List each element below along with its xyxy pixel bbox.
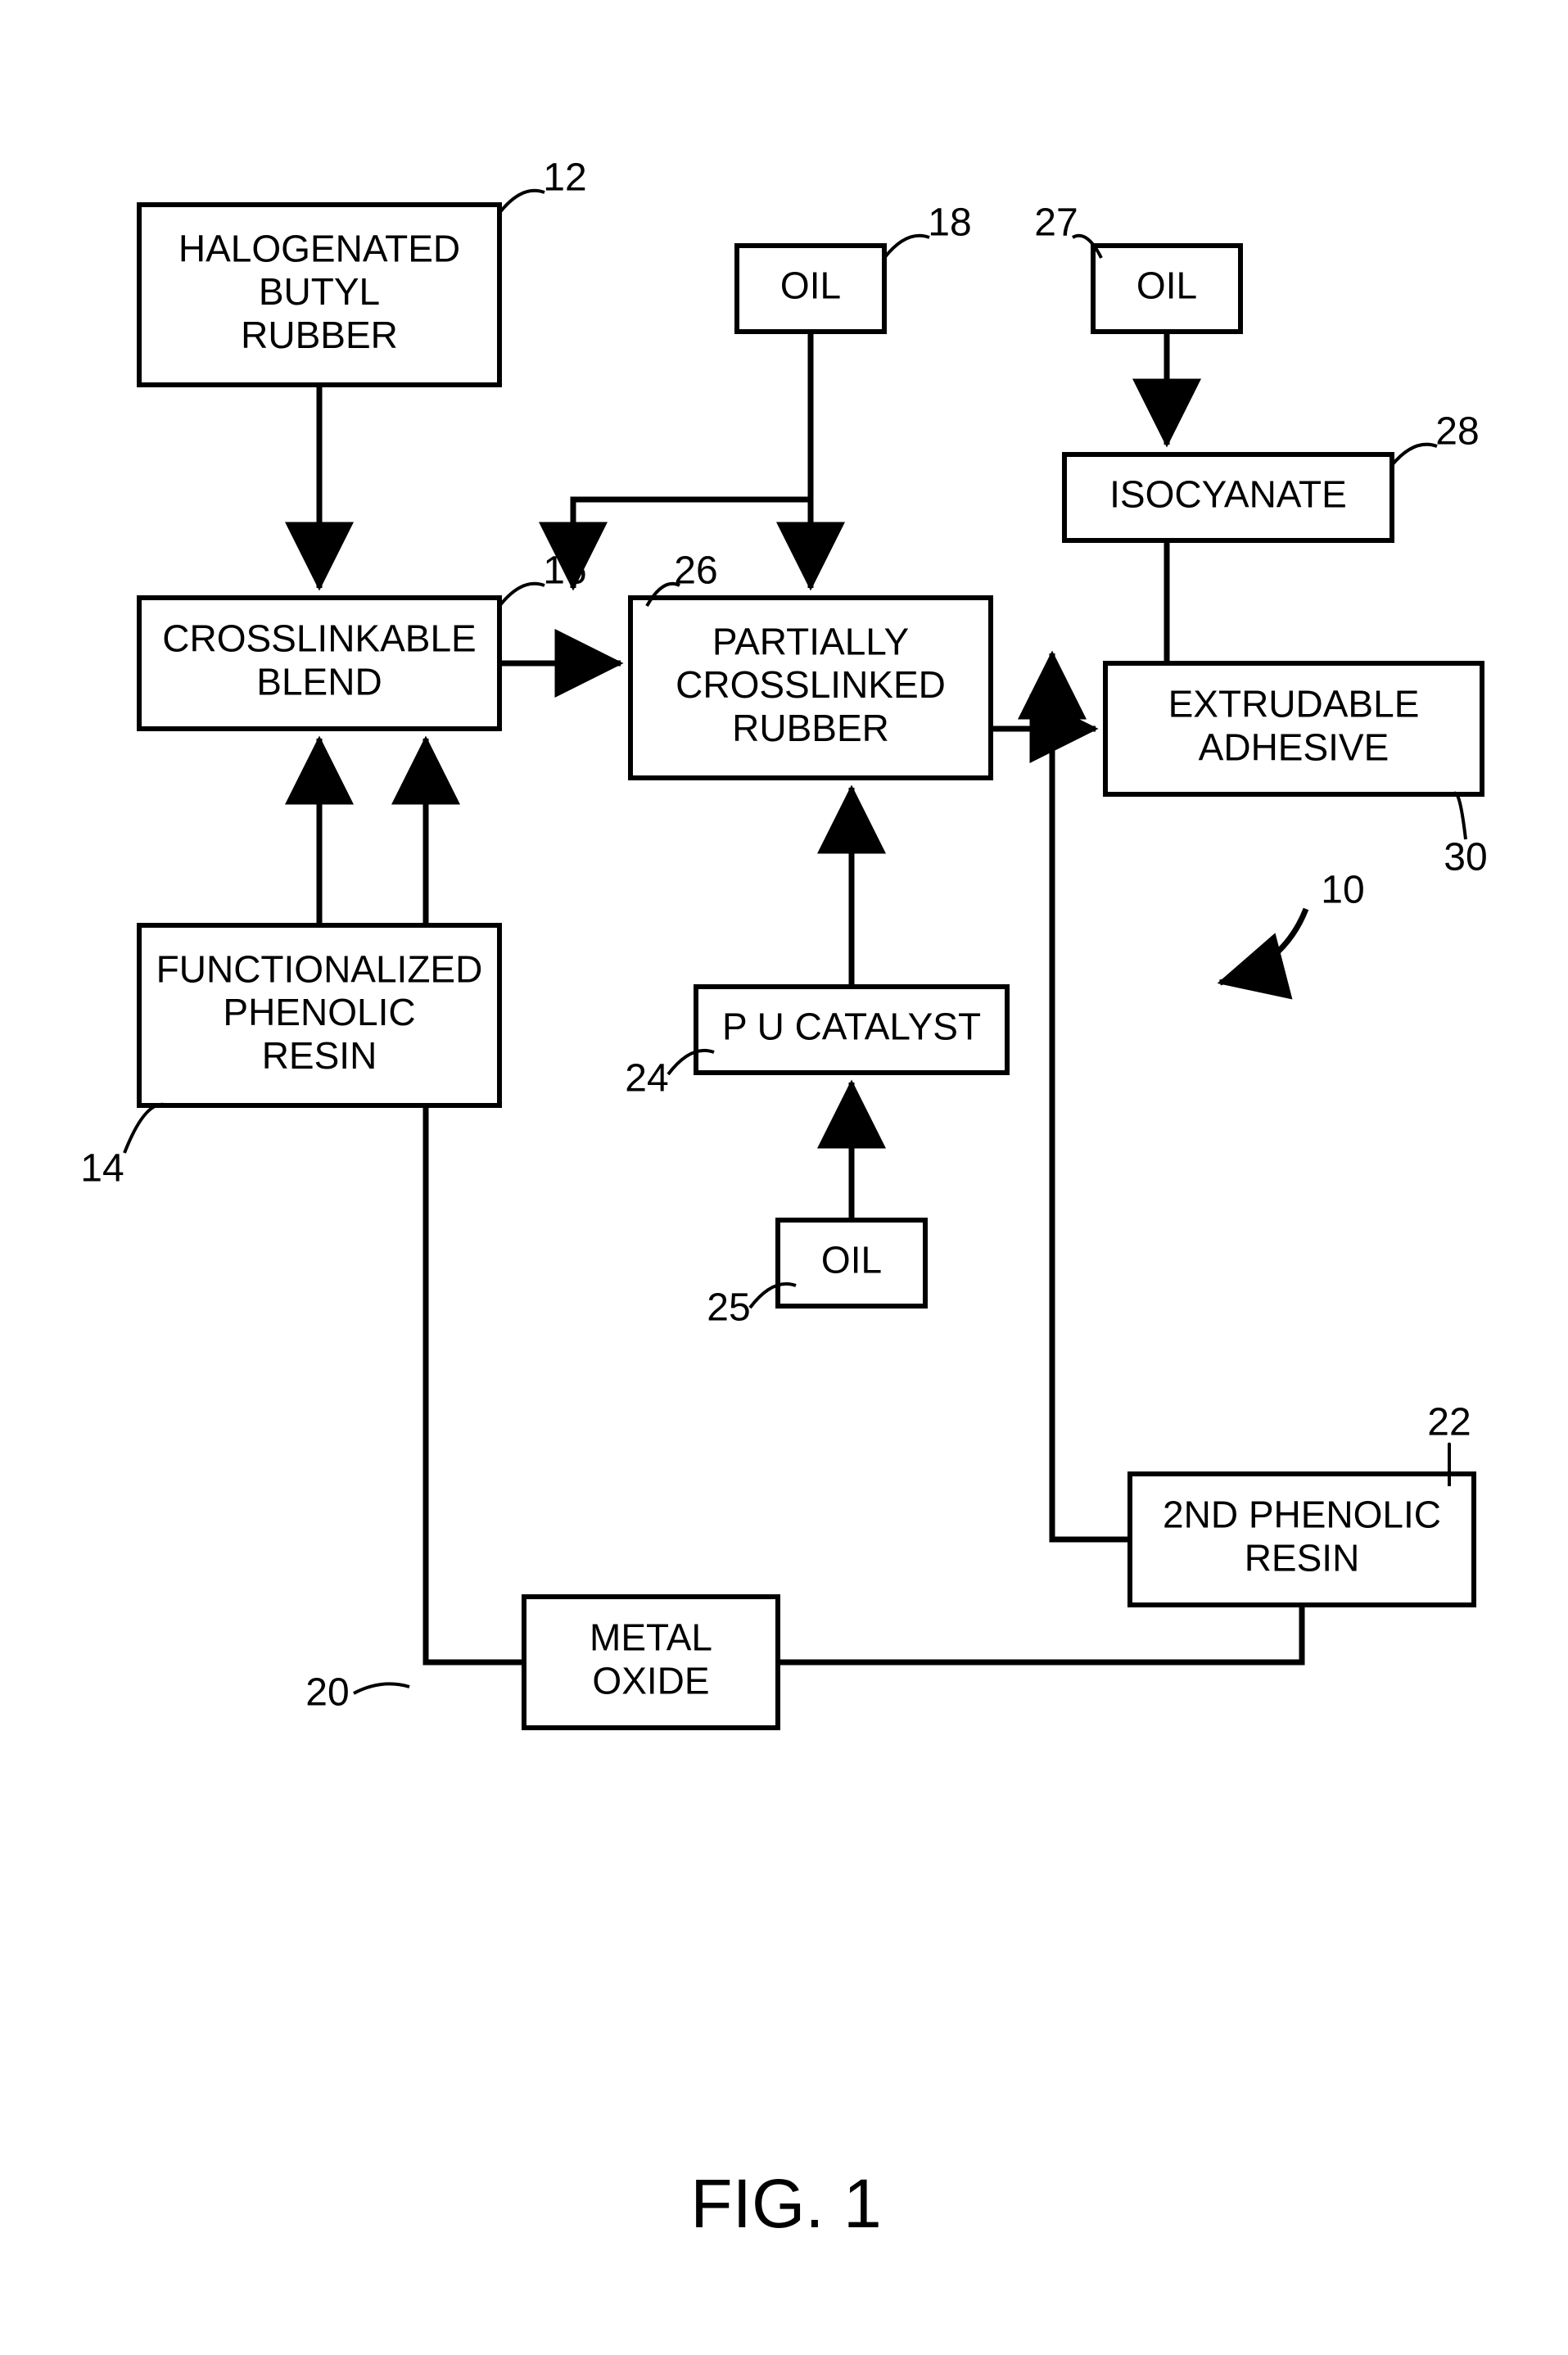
node-label-n28: ISOCYANATE	[1109, 473, 1347, 516]
node-n14: FUNCTIONALIZEDPHENOLICRESIN	[139, 925, 499, 1105]
connector-e26-30via22	[1052, 729, 1130, 1539]
node-n30: EXTRUDABLEADHESIVE	[1105, 663, 1482, 794]
ref-number-n24: 24	[625, 1057, 668, 1101]
node-label-n16: CROSSLINKABLE	[162, 617, 476, 660]
node-label-n18: OIL	[780, 264, 841, 307]
figure-caption: FIG. 1	[690, 2165, 881, 2242]
node-label-n30: EXTRUDABLE	[1168, 683, 1420, 725]
node-n26: PARTIALLYCROSSLINKEDRUBBER	[630, 598, 991, 778]
node-label-n26: RUBBER	[732, 707, 889, 749]
connector-e22-20	[778, 1605, 1302, 1662]
node-label-n16: BLEND	[256, 661, 382, 703]
node-n24: P U CATALYST	[696, 987, 1007, 1073]
node-label-n12: BUTYL	[259, 270, 380, 313]
node-label-n14: PHENOLIC	[223, 991, 415, 1033]
ref-number-n22: 22	[1427, 1401, 1471, 1444]
node-label-n27: OIL	[1136, 264, 1197, 307]
leader-n14	[124, 1105, 168, 1153]
leader-n16	[499, 584, 545, 606]
node-n25: OIL	[778, 1220, 925, 1306]
node-label-n26: PARTIALLY	[712, 620, 909, 662]
ref-number-10: 10	[1321, 869, 1364, 912]
node-n20: METALOXIDE	[524, 1597, 778, 1728]
node-n22: 2ND PHENOLICRESIN	[1130, 1474, 1474, 1605]
leader-ref10	[1220, 909, 1306, 983]
leader-n28	[1392, 445, 1437, 465]
ref-number-n28: 28	[1435, 410, 1479, 454]
leader-n18	[884, 236, 929, 258]
node-label-n20: METAL	[590, 1616, 712, 1659]
node-label-n14: RESIN	[262, 1034, 377, 1077]
node-label-n22: RESIN	[1245, 1537, 1360, 1580]
process-flow-diagram: HALOGENATEDBUTYLRUBBERCROSSLINKABLEBLEND…	[0, 0, 1568, 2355]
leader-n30	[1453, 793, 1466, 839]
ref-number-n26: 26	[674, 549, 717, 593]
ref-number-n18: 18	[928, 201, 971, 245]
node-label-n20: OXIDE	[592, 1660, 709, 1702]
node-n27: OIL	[1093, 246, 1240, 332]
node-n28: ISOCYANATE	[1064, 454, 1392, 540]
leader-n12	[499, 191, 545, 213]
ref-number-n20: 20	[305, 1671, 349, 1715]
node-label-n22: 2ND PHENOLIC	[1163, 1494, 1441, 1536]
node-n12: HALOGENATEDBUTYLRUBBER	[139, 205, 499, 385]
leader-n20	[354, 1684, 409, 1693]
ref-number-n30: 30	[1444, 836, 1487, 879]
node-label-n25: OIL	[821, 1239, 882, 1281]
ref-number-n27: 27	[1034, 201, 1078, 245]
node-label-n12: RUBBER	[241, 314, 398, 356]
node-label-n24: P U CATALYST	[722, 1006, 981, 1048]
connector-e20-16	[426, 739, 524, 1662]
node-label-n14: FUNCTIONALIZED	[156, 947, 483, 990]
node-label-n26: CROSSLINKED	[676, 663, 946, 706]
node-n18: OIL	[737, 246, 884, 332]
node-label-n12: HALOGENATED	[178, 227, 460, 269]
ref-number-n12: 12	[543, 156, 586, 200]
node-label-n30: ADHESIVE	[1199, 726, 1390, 769]
ref-number-n25: 25	[707, 1286, 750, 1330]
node-n16: CROSSLINKABLEBLEND	[139, 598, 499, 729]
ref-number-n14: 14	[80, 1147, 124, 1191]
ref-number-n16: 16	[543, 549, 586, 593]
